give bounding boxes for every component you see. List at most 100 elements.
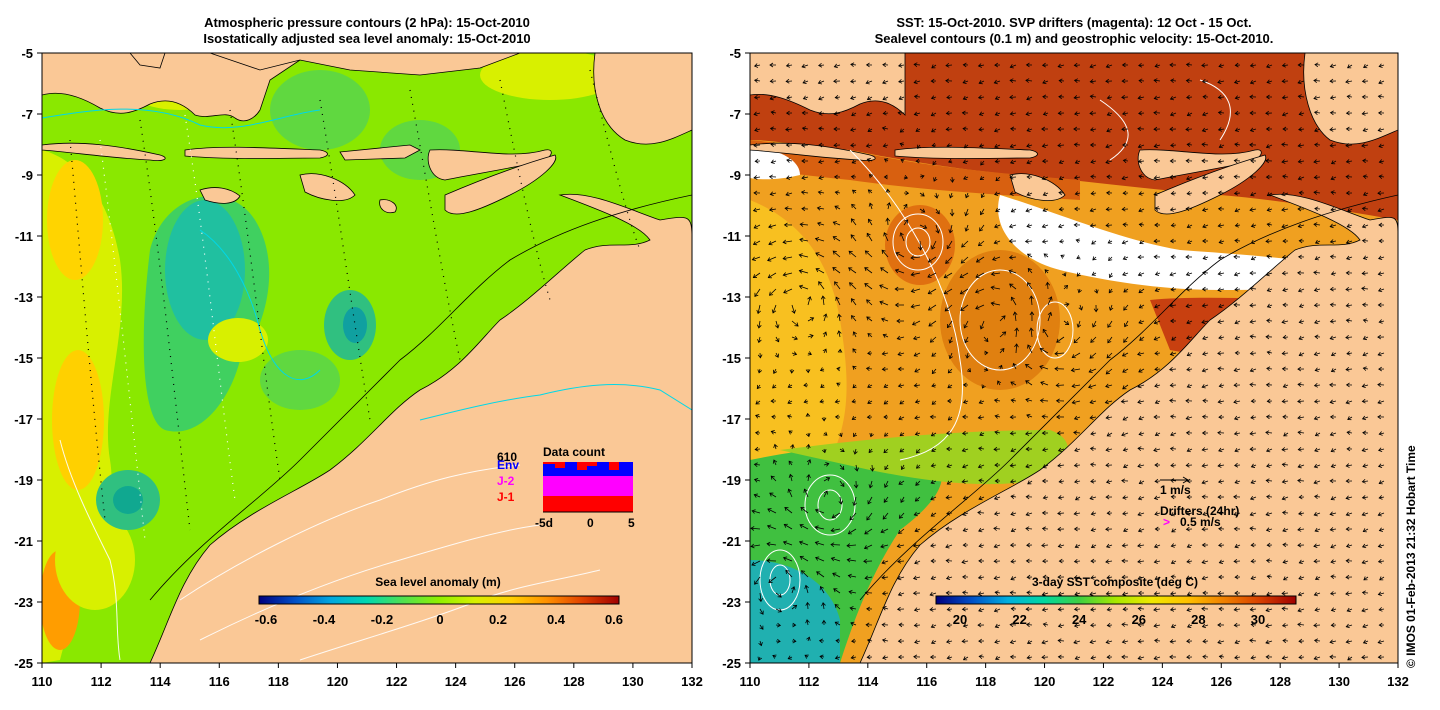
velocity-arrow-head [1137,575,1142,581]
velocity-arrow-head [1233,158,1238,164]
velocity-arrow [884,432,889,437]
velocity-arrow [1363,528,1369,532]
velocity-arrow [1009,256,1017,259]
velocity-arrow [980,208,985,215]
velocity-arrow-head [978,143,984,148]
velocity-arrow [1265,512,1273,516]
velocity-arrow-head [1121,175,1126,181]
velocity-arrow [1090,432,1097,435]
velocity-arrow-head [833,142,838,148]
x-tick-label: 124 [1152,674,1174,689]
velocity-arrow [1025,527,1033,530]
velocity-arrow [799,270,809,274]
velocity-arrow [831,557,841,562]
velocity-arrow [1090,160,1097,163]
velocity-arrow-head [752,274,757,279]
velocity-arrow-head [900,465,905,471]
velocity-arrow [1138,607,1145,610]
velocity-arrow-head [772,369,778,375]
velocity-arrow-head [896,543,901,549]
velocity-arrow [1313,271,1321,274]
velocity-arrow [1073,336,1081,344]
velocity-arrow [949,336,953,344]
velocity-arrow [754,224,761,229]
velocity-arrow-head [1314,334,1319,340]
velocity-arrow-head [1009,654,1014,660]
velocity-arrow-head [1124,323,1129,328]
velocity-arrow-head [1201,127,1207,133]
velocity-arrow [1282,624,1289,627]
velocity-arrow [832,512,841,518]
velocity-arrow [1250,512,1257,516]
velocity-arrow-head [1298,127,1303,132]
velocity-arrow-head [1313,222,1318,227]
velocity-arrow-head [851,203,856,208]
velocity-arrow-head [1377,302,1382,308]
velocity-arrow [768,576,777,583]
velocity-arrow [817,222,825,226]
velocity-arrow-head [833,63,838,69]
velocity-arrow [775,336,780,342]
velocity-arrow [1202,480,1209,484]
velocity-arrow [1345,336,1353,339]
velocity-arrow [1345,80,1353,83]
velocity-arrow-head [865,622,870,628]
velocity-arrow-head [1122,368,1127,373]
velocity-arrow-head [1122,416,1127,421]
velocity-arrow [887,218,889,226]
velocity-arrow [1105,448,1113,451]
velocity-arrow-head [868,174,874,179]
velocity-arrow-head [1170,574,1175,580]
velocity-arrow [1123,304,1129,311]
velocity-arrow [1010,192,1017,195]
velocity-arrow-head [1362,255,1368,260]
velocity-arrow [1107,432,1113,437]
velocity-arrow [1138,144,1145,148]
velocity-arrow [1347,224,1353,228]
velocity-arrow-head [846,543,851,548]
velocity-arrow [799,238,809,242]
velocity-arrow-head [767,508,772,513]
velocity-arrow [1234,480,1241,484]
velocity-arrow [822,296,825,306]
velocity-arrow-head [1377,110,1382,116]
velocity-arrow-head [1171,528,1176,533]
velocity-arrow-head [750,526,755,531]
velocity-arrow [1090,480,1097,482]
velocity-arrow-head [768,174,773,180]
velocity-arrow [1297,608,1305,612]
velocity-arrow [799,524,809,530]
velocity-arrow-head [1121,639,1126,644]
velocity-arrow-head [1058,223,1063,229]
y-tick-label: -23 [14,595,33,610]
velocity-arrow-head [1282,638,1287,644]
velocity-arrow-head [1185,254,1190,260]
velocity-arrow-head [1057,526,1062,532]
velocity-arrow-head [868,484,874,489]
velocity-arrow [946,640,953,643]
velocity-arrow-head [1123,338,1128,343]
velocity-arrow [823,348,827,354]
velocity-arrow-head [1107,339,1112,344]
velocity-arrow-head [882,515,887,520]
velocity-arrow-head [1042,94,1047,100]
velocity-arrow [1363,256,1369,259]
velocity-arrow-head [1027,480,1032,485]
velocity-arrow-head [997,380,1002,385]
velocity-arrow [1281,208,1289,211]
velocity-arrow-head [819,586,824,591]
velocity-arrow [1010,176,1017,178]
velocity-arrow [1105,160,1113,164]
velocity-arrow-head [984,350,989,356]
velocity-arrow [786,159,793,162]
velocity-arrow-head [914,528,919,533]
velocity-arrow-head [1057,606,1062,612]
velocity-arrow-head [930,95,936,100]
velocity-arrow [1107,336,1113,343]
velocity-arrow-head [946,94,951,100]
velocity-arrow [1039,365,1049,370]
velocity-arrow [853,496,857,506]
velocity-arrow-head [823,313,828,318]
velocity-arrow [815,541,825,546]
velocity-arrow [1379,480,1385,484]
